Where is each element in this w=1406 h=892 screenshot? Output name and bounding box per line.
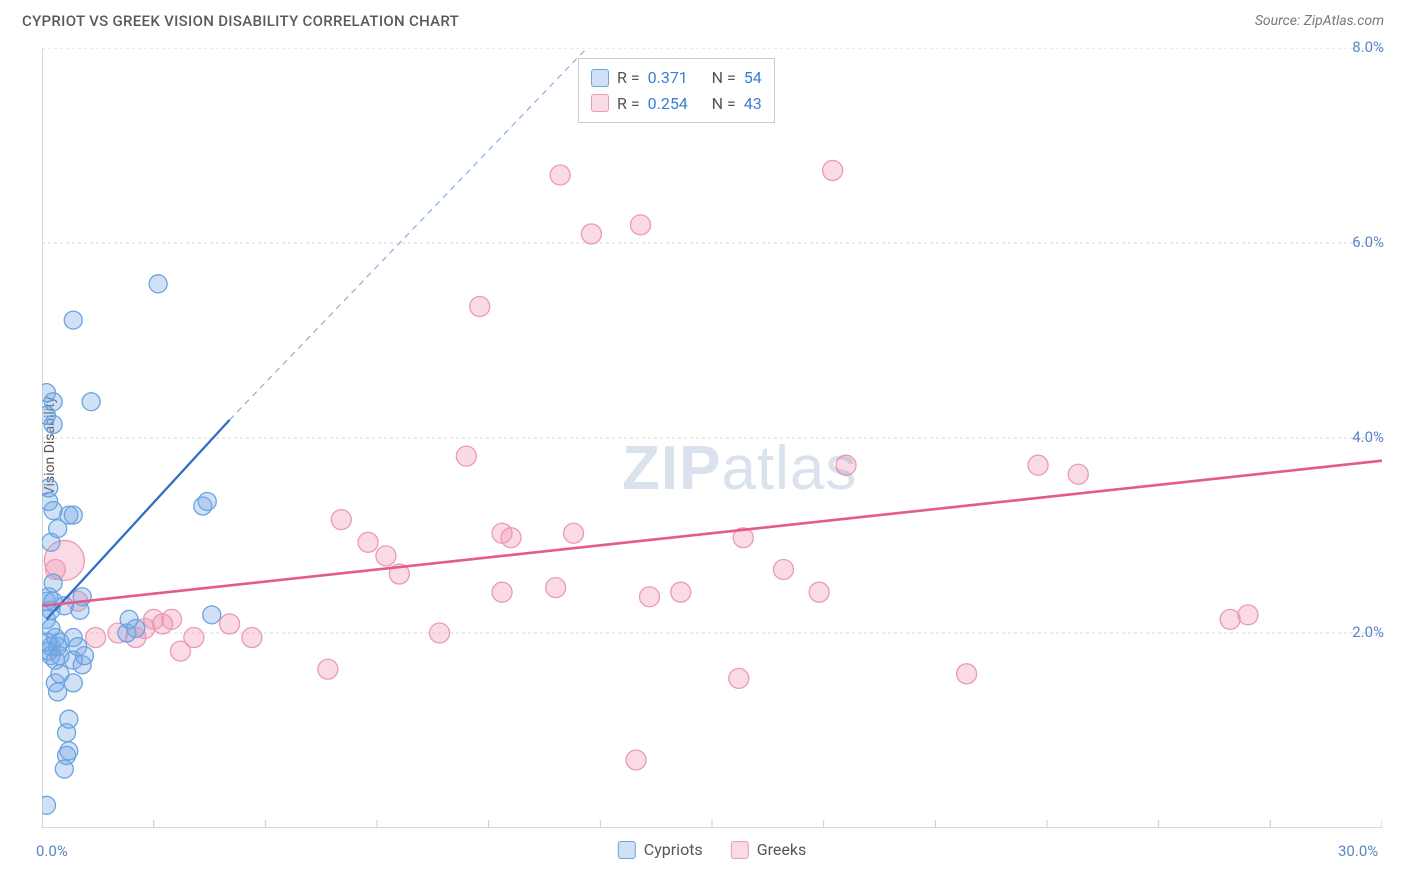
legend-item: Greeks bbox=[731, 840, 807, 859]
chart-area: Vision Disability ZIPatlas R = 0.371 N =… bbox=[42, 48, 1382, 828]
n-label: N = bbox=[708, 91, 736, 117]
r-value: 0.371 bbox=[648, 65, 700, 91]
scatter-plot bbox=[42, 48, 1382, 828]
series-legend: Cypriots Greeks bbox=[618, 840, 806, 859]
stats-row: R = 0.371 N = 54 bbox=[591, 65, 762, 91]
chart-title: CYPRIOT VS GREEK VISION DISABILITY CORRE… bbox=[22, 12, 459, 30]
y-tick-label: 2.0% bbox=[1352, 623, 1384, 641]
y-tick-label: 4.0% bbox=[1352, 428, 1384, 446]
legend-swatch bbox=[618, 841, 636, 859]
legend-swatch bbox=[731, 841, 749, 859]
legend-label: Cypriots bbox=[644, 840, 703, 859]
r-label: R = bbox=[617, 65, 640, 91]
x-tick-label: 0.0% bbox=[36, 842, 68, 860]
legend-item: Cypriots bbox=[618, 840, 703, 859]
x-tick-label: 30.0% bbox=[1338, 842, 1378, 860]
y-tick-label: 8.0% bbox=[1352, 38, 1384, 56]
stats-row: R = 0.254 N = 43 bbox=[591, 91, 762, 117]
legend-swatch bbox=[591, 94, 609, 112]
r-value: 0.254 bbox=[648, 91, 700, 117]
n-value: 43 bbox=[744, 91, 762, 117]
stats-legend: R = 0.371 N = 54 R = 0.254 N = 43 bbox=[578, 58, 775, 123]
r-label: R = bbox=[617, 91, 640, 117]
legend-swatch bbox=[591, 69, 609, 87]
n-value: 54 bbox=[744, 65, 762, 91]
n-label: N = bbox=[708, 65, 736, 91]
y-tick-label: 6.0% bbox=[1352, 233, 1384, 251]
source-label: Source: ZipAtlas.com bbox=[1255, 13, 1384, 29]
legend-label: Greeks bbox=[757, 840, 807, 859]
